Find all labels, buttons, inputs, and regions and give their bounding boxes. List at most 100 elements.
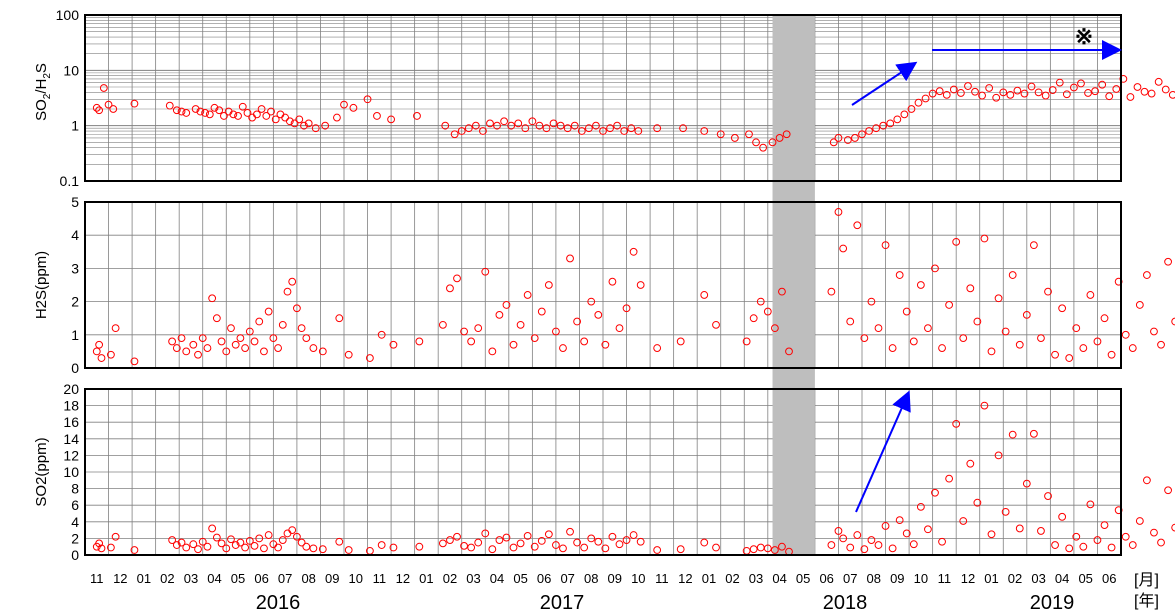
so2-data-point (318, 545, 327, 554)
ratio-data-point (300, 121, 308, 130)
so2-data-point (530, 542, 539, 551)
h2s-data-point (1143, 271, 1151, 279)
so2-data-point (1157, 538, 1165, 547)
ratio-data-point (627, 124, 636, 133)
so2-data-point (827, 541, 836, 549)
ratio-data-point (556, 121, 565, 130)
so2-data-point (495, 536, 504, 544)
h2s-data-point (502, 301, 511, 309)
h2s-data-point (453, 274, 461, 283)
x-month-label: 03 (1031, 571, 1045, 586)
h2s-data-point (231, 340, 240, 349)
h2s-data-point (335, 314, 344, 323)
so2-data-point (552, 541, 560, 549)
x-month-label: 03 (466, 571, 480, 586)
ratio-label-main: SO (33, 99, 50, 121)
ratio-data-point (109, 105, 118, 113)
so2-data-point (516, 539, 525, 548)
ratio-data-point (679, 124, 687, 133)
so2-data-point (622, 536, 631, 544)
ratio-data-point (1027, 82, 1036, 91)
ratio-data-point (333, 113, 341, 122)
h2s-data-point (763, 307, 772, 316)
so2-data-point (168, 536, 177, 544)
h2s-data-point (1164, 257, 1172, 266)
h2s-data-point (700, 291, 709, 299)
so2-data-point (1086, 500, 1095, 509)
h2s-data-point (566, 254, 574, 263)
ratio-data-point (191, 105, 200, 113)
so2-data-point (1037, 527, 1045, 535)
h2s-data-point (293, 304, 301, 313)
ratio-data-point (1048, 86, 1057, 94)
h2s-data-point (881, 241, 890, 250)
h2s-data-point (182, 347, 191, 356)
so2-data-point (222, 544, 231, 553)
h2s-data-point (712, 320, 720, 329)
ratio-data-point (879, 121, 888, 130)
ratio-data-point (373, 112, 381, 120)
so2-data-point (763, 544, 772, 553)
so2-data-point (959, 517, 968, 525)
so2-data-point (952, 419, 961, 428)
so2-data-point (770, 546, 779, 554)
ratio-data-point (450, 130, 459, 139)
x-month-label: 11 (90, 571, 104, 586)
h2s-data-point (1022, 310, 1031, 319)
so2-data-point (756, 543, 765, 552)
ratio-data-point (130, 99, 139, 108)
ratio-label-sub2: 2 (42, 73, 53, 79)
ratio-data-point (985, 84, 994, 92)
x-month-label: 06 (254, 571, 268, 586)
year-label-2019: 2019 (1030, 592, 1075, 614)
year-label-2017: 2017 (540, 592, 585, 614)
h2s-data-point (194, 350, 202, 359)
h2s-data-point (1015, 340, 1024, 349)
ratio-data-point (165, 101, 174, 110)
h2s-data-point (1121, 330, 1130, 339)
so2-data-point (523, 532, 532, 540)
ratio-data-point (514, 119, 523, 128)
ratio-data-point (457, 127, 466, 135)
so2-data-point (636, 537, 645, 546)
month-unit-label: [月] (1134, 572, 1159, 589)
x-month-label: 10 (914, 571, 928, 586)
so2-data-point (924, 525, 932, 534)
so2-data-point (377, 541, 386, 549)
ratio-label-end: S (33, 63, 50, 73)
so2-data-point (111, 532, 120, 541)
ratio-data-point (563, 124, 572, 133)
h2s-data-point (653, 344, 662, 352)
h2s-data-point (302, 334, 311, 343)
x-month-label: 02 (725, 571, 739, 586)
h2s-data-point (867, 297, 876, 306)
ratio-data-point (262, 112, 271, 120)
ratio-data-point (577, 127, 586, 135)
so2-data-point (559, 544, 567, 553)
ratio-data-point (900, 110, 909, 119)
ratio-data-point (1168, 90, 1175, 99)
so2-data-point (1150, 528, 1158, 537)
ratio-data-point (500, 117, 509, 126)
so2-data-point (537, 536, 546, 545)
x-month-label: 05 (513, 571, 527, 586)
data-gap-band (772, 15, 815, 555)
y-tick-label: 8 (71, 481, 79, 497)
h2s-data-point (107, 350, 115, 359)
so2-data-point (544, 530, 553, 539)
so2-data-point (973, 498, 982, 507)
ratio-data-point (507, 121, 516, 130)
so2-data-point (712, 543, 720, 552)
ratio-data-point (363, 95, 372, 104)
ratio-data-point (1140, 87, 1149, 96)
so2-data-point (1072, 532, 1081, 541)
annotation-mark: ※ (1075, 24, 1093, 49)
ratio-data-point (1161, 85, 1170, 94)
so2-data-point (700, 538, 709, 547)
h2s-data-point (1100, 314, 1109, 323)
so2-data-point (415, 542, 424, 551)
ratio-data-point (238, 102, 247, 111)
so2-data-point (881, 522, 890, 530)
x-month-label: 07 (843, 571, 857, 586)
ratio-data-point (1105, 92, 1114, 101)
